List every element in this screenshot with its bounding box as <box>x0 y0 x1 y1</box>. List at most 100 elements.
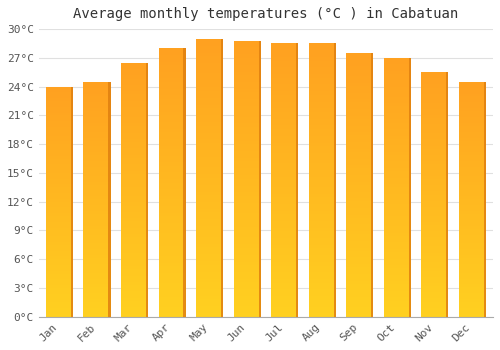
Bar <box>121 298 148 301</box>
Bar <box>422 304 448 308</box>
Bar <box>84 220 110 223</box>
Bar <box>158 132 186 135</box>
Bar <box>384 148 411 152</box>
Bar <box>346 112 374 116</box>
Bar <box>158 196 186 199</box>
Bar <box>271 50 298 54</box>
Bar <box>46 291 73 294</box>
Bar <box>308 303 336 307</box>
Bar <box>384 187 411 190</box>
Bar <box>46 161 73 164</box>
Bar <box>46 107 73 110</box>
Bar <box>422 231 448 234</box>
Bar <box>196 87 223 91</box>
Bar <box>422 155 448 158</box>
Bar <box>196 167 223 171</box>
Bar <box>346 66 374 70</box>
Bar <box>121 260 148 263</box>
Bar <box>384 265 411 268</box>
Bar <box>308 146 336 149</box>
Bar <box>84 296 110 299</box>
Bar <box>422 136 448 140</box>
Bar <box>384 90 411 93</box>
Bar <box>346 290 374 294</box>
Bar <box>121 78 148 82</box>
Bar <box>422 197 448 201</box>
Bar <box>234 106 260 110</box>
Bar <box>196 265 223 268</box>
Bar <box>308 183 336 187</box>
Bar <box>46 127 73 130</box>
Bar <box>384 249 411 252</box>
Bar <box>121 196 148 199</box>
Bar <box>184 48 186 317</box>
Bar <box>308 102 336 105</box>
Bar <box>422 121 448 124</box>
Bar <box>271 102 298 105</box>
Bar <box>308 156 336 160</box>
Bar <box>384 164 411 168</box>
Bar <box>121 177 148 180</box>
Bar <box>234 65 260 68</box>
Bar <box>459 199 486 202</box>
Bar <box>121 225 148 228</box>
Bar <box>346 205 374 208</box>
Bar <box>196 289 223 293</box>
Bar <box>158 142 186 146</box>
Bar <box>234 127 260 130</box>
Bar <box>196 42 223 46</box>
Bar <box>271 108 298 112</box>
Bar <box>234 179 260 182</box>
Bar <box>346 132 374 135</box>
Bar <box>408 58 411 317</box>
Bar <box>196 150 223 153</box>
Bar <box>459 152 486 155</box>
Bar <box>46 156 73 159</box>
Bar <box>346 303 374 307</box>
Bar <box>346 79 374 83</box>
Bar <box>459 161 486 164</box>
Bar <box>158 95 186 99</box>
Bar <box>422 237 448 240</box>
Bar <box>308 132 336 136</box>
Bar <box>234 186 260 189</box>
Bar <box>308 231 336 235</box>
Bar <box>271 153 298 156</box>
Bar <box>384 278 411 281</box>
Bar <box>346 56 374 60</box>
Bar <box>459 226 486 229</box>
Bar <box>384 97 411 100</box>
Bar <box>196 226 223 230</box>
Bar <box>84 149 110 152</box>
Bar <box>384 135 411 139</box>
Bar <box>234 82 260 85</box>
Bar <box>422 142 448 146</box>
Bar <box>384 129 411 132</box>
Bar <box>346 106 374 109</box>
Bar <box>271 119 298 122</box>
Bar <box>346 215 374 218</box>
Bar <box>308 122 336 125</box>
Bar <box>158 213 186 216</box>
Bar <box>459 214 486 217</box>
Bar <box>234 189 260 192</box>
Bar <box>46 101 73 104</box>
Bar <box>271 255 298 259</box>
Bar <box>271 310 298 313</box>
Bar <box>271 241 298 245</box>
Bar <box>346 185 374 188</box>
Bar <box>346 89 374 93</box>
Bar <box>46 216 73 219</box>
Bar <box>346 70 374 73</box>
Bar <box>459 296 486 299</box>
Bar <box>459 208 486 211</box>
Bar <box>158 159 186 162</box>
Bar <box>422 259 448 262</box>
Bar <box>384 68 411 71</box>
Bar <box>308 279 336 283</box>
Bar <box>271 142 298 146</box>
Bar <box>84 285 110 287</box>
Bar <box>271 170 298 173</box>
Bar <box>158 169 186 173</box>
Bar <box>46 257 73 259</box>
